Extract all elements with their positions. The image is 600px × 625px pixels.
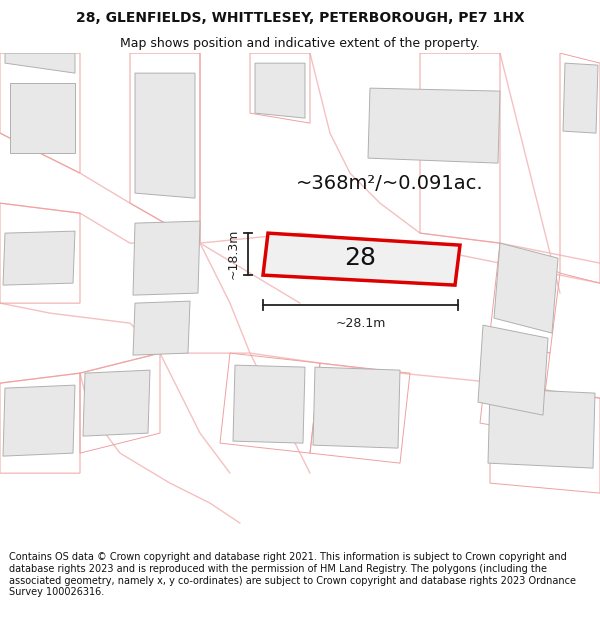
Text: ~28.1m: ~28.1m [335, 317, 386, 330]
Polygon shape [494, 243, 558, 333]
Polygon shape [563, 63, 598, 133]
Polygon shape [313, 367, 400, 448]
Text: Map shows position and indicative extent of the property.: Map shows position and indicative extent… [120, 38, 480, 50]
Polygon shape [3, 385, 75, 456]
Text: Contains OS data © Crown copyright and database right 2021. This information is : Contains OS data © Crown copyright and d… [9, 552, 576, 598]
Polygon shape [133, 301, 190, 355]
Polygon shape [10, 83, 75, 153]
Polygon shape [478, 325, 548, 415]
Polygon shape [263, 233, 460, 285]
Polygon shape [368, 88, 500, 163]
Polygon shape [233, 365, 305, 443]
Polygon shape [488, 388, 595, 468]
Polygon shape [83, 370, 150, 436]
Polygon shape [135, 73, 195, 198]
Text: ~18.3m: ~18.3m [227, 229, 240, 279]
Text: ~368m²/~0.091ac.: ~368m²/~0.091ac. [296, 174, 484, 192]
Text: 28, GLENFIELDS, WHITTLESEY, PETERBOROUGH, PE7 1HX: 28, GLENFIELDS, WHITTLESEY, PETERBOROUGH… [76, 11, 524, 24]
Polygon shape [5, 53, 75, 73]
Polygon shape [3, 231, 75, 285]
Text: 28: 28 [344, 246, 376, 270]
Polygon shape [255, 63, 305, 118]
Polygon shape [133, 221, 200, 295]
